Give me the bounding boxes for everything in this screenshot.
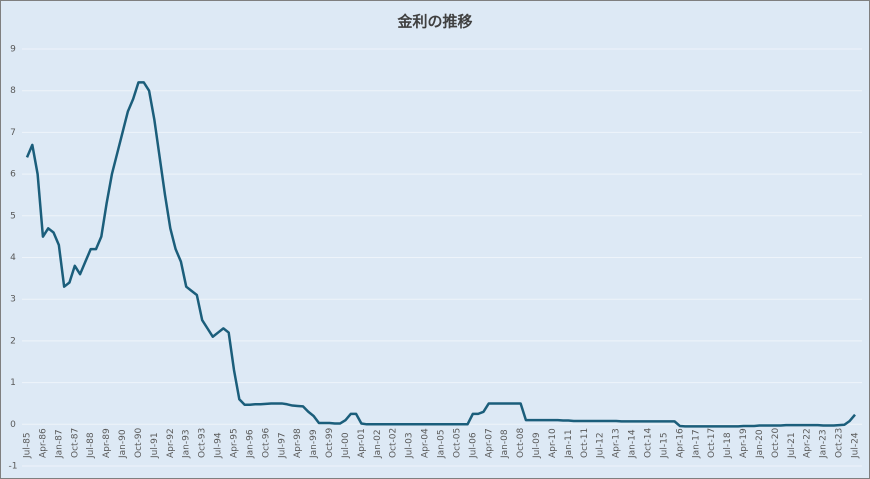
x-tick-label: Jan-90 — [118, 429, 128, 459]
x-tick-label: Jan-08 — [500, 429, 510, 459]
x-tick-label: Apr-95 — [230, 428, 240, 458]
y-tick-label: -1 — [9, 462, 18, 472]
x-tick-label: Oct-20 — [771, 427, 781, 458]
y-tick-label: 2 — [10, 336, 16, 346]
x-tick-label: Jul-09 — [532, 432, 542, 459]
x-tick-label: Apr-16 — [675, 428, 685, 458]
x-tick-label: Jul-21 — [787, 432, 797, 459]
x-tick-label: Apr-07 — [484, 428, 494, 458]
x-tick-label: Apr-19 — [739, 428, 749, 458]
y-tick-label: 6 — [10, 170, 16, 180]
x-tick-label: Oct-11 — [580, 428, 590, 458]
x-tick-label: Jul-00 — [341, 432, 351, 459]
y-tick-label: 0 — [10, 420, 16, 430]
x-tick-label: Oct-99 — [325, 427, 335, 458]
line — [25, 81, 856, 428]
x-tick-label: Jan-96 — [245, 429, 255, 459]
x-tick-label: Apr-98 — [293, 428, 303, 458]
x-tick-label: Jan-11 — [564, 429, 574, 459]
x-tick-label: Jan-93 — [182, 429, 192, 459]
x-tick-label: Oct-87 — [70, 428, 80, 458]
x-tick-label: Apr-86 — [38, 428, 48, 458]
x-tick-label: Oct-23 — [835, 428, 845, 458]
x-tick-label: Oct-08 — [516, 427, 526, 458]
x-tick-label: Jan-02 — [373, 429, 383, 459]
y-tick-label: 1 — [10, 378, 16, 388]
x-tick-label: Oct-17 — [707, 428, 717, 458]
chart-title: 金利の推移 — [396, 13, 472, 31]
x-tick-label: Jul-06 — [468, 432, 478, 459]
x-tick-label: Jul-12 — [596, 432, 606, 459]
x-tick-label: Jan-87 — [54, 429, 64, 459]
x-tick-label: Apr-13 — [612, 428, 622, 458]
x-tick-label: Oct-02 — [389, 428, 399, 458]
x-tick-label: Jul-85 — [23, 432, 33, 459]
y-tick-label: 4 — [10, 253, 16, 263]
x-tick-label: Jul-91 — [150, 432, 160, 459]
x-tick-label: Jul-88 — [86, 432, 96, 459]
x-tick-label: Jul-94 — [214, 432, 224, 459]
x-tick-label: Jul-15 — [659, 432, 669, 459]
x-tick-label: Oct-96 — [261, 427, 271, 458]
x-tick-label: Apr-22 — [803, 428, 813, 458]
x-tick-label: Jul-18 — [723, 432, 733, 459]
x-tick-label: Oct-14 — [644, 427, 654, 458]
x-tick-label: Apr-01 — [357, 428, 367, 458]
x-tick-label: Jan-20 — [755, 429, 765, 459]
x-tick-label: Apr-92 — [166, 428, 176, 458]
x-tick-label: Oct-05 — [452, 428, 462, 458]
x-tick-label: Apr-89 — [102, 428, 112, 458]
y-tick-label: 9 — [10, 45, 16, 55]
x-tick-label: Jul-03 — [405, 432, 415, 459]
x-tick-label: Jan-14 — [628, 429, 638, 459]
y-tick-label: 3 — [10, 295, 16, 305]
x-tick-label: Jul-97 — [277, 432, 287, 459]
x-tick-label: Jan-17 — [691, 429, 701, 459]
x-tick-label: Oct-90 — [134, 427, 144, 458]
x-tick-label: Apr-10 — [548, 428, 558, 458]
x-tick-label: Jan-05 — [437, 429, 447, 459]
x-tick-label: Oct-93 — [198, 428, 208, 458]
x-tick-label: Jan-99 — [309, 429, 319, 459]
y-tick-label: 7 — [10, 128, 16, 138]
y-tick-label: 5 — [10, 211, 16, 221]
x-tick-label: Apr-04 — [421, 428, 431, 458]
x-tick-label: Jul-24 — [851, 432, 861, 459]
x-tick-label: Jan-23 — [819, 429, 829, 459]
y-tick-label: 8 — [10, 86, 16, 96]
